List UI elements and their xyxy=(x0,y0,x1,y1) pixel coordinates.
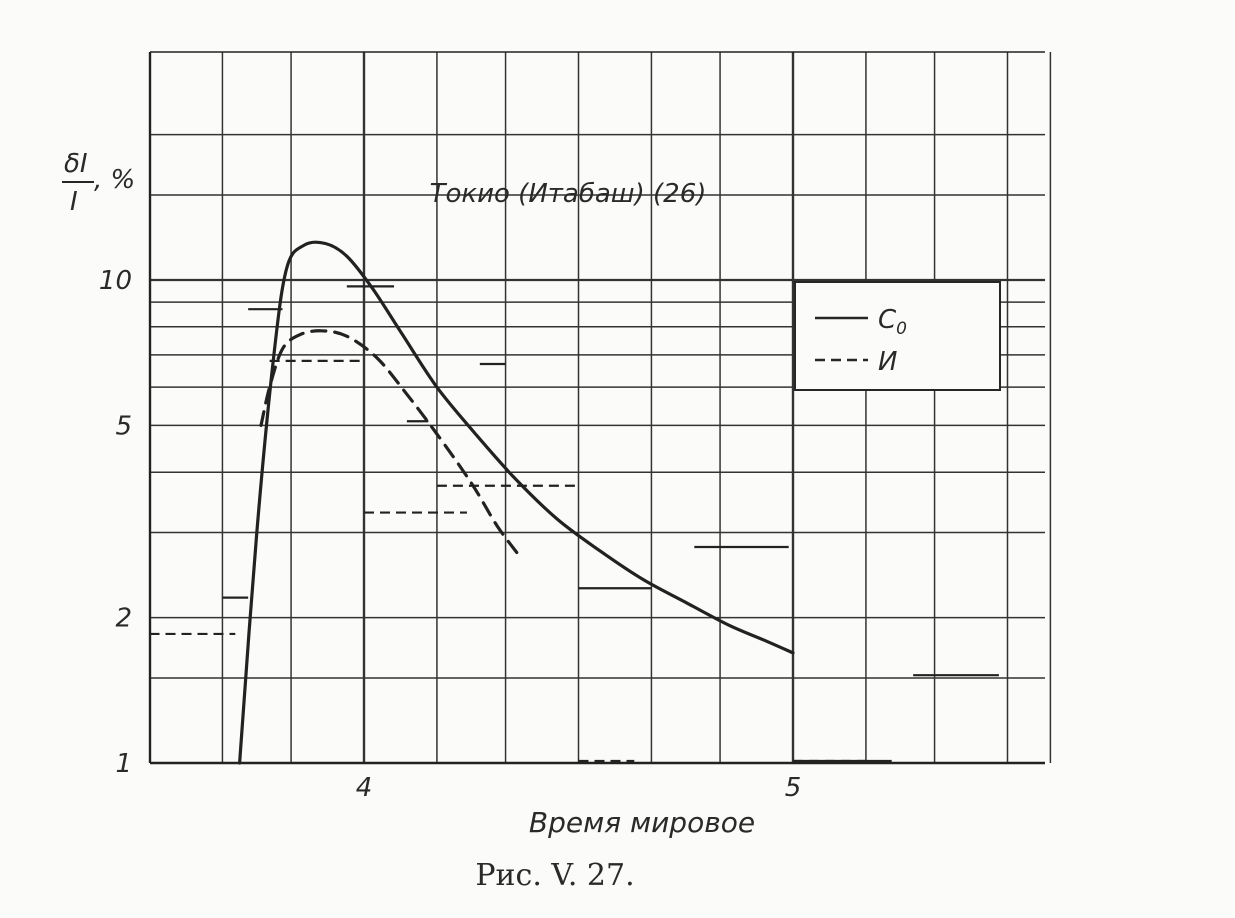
y-tick-label-3: 10 xyxy=(99,266,132,296)
figure-caption: Рис. V. 27. xyxy=(475,858,634,893)
legend-label-i: И xyxy=(878,347,897,377)
legend-box xyxy=(794,281,1001,391)
series-c0-curve xyxy=(238,240,795,765)
y-axis-label-unit: , % xyxy=(94,165,135,195)
series-i-curve xyxy=(259,329,520,557)
legend-label-c0: C0 xyxy=(878,305,907,339)
y-tick-label-2: 5 xyxy=(115,411,132,441)
x-axis-label: Время мировое xyxy=(529,806,755,839)
chart-title: Токио (Итабаш) (26) xyxy=(430,179,707,209)
x-tick-label-1: 5 xyxy=(785,773,802,803)
y-axis-label-top: δI xyxy=(64,149,88,179)
grid xyxy=(148,51,1052,765)
x-tick-label-0: 4 xyxy=(356,773,373,803)
tick-labels: 4 5 1 2 5 10 xyxy=(99,266,801,803)
y-tick-label-0: 1 xyxy=(115,749,132,779)
y-axis-label-bottom: I xyxy=(70,187,78,217)
y-tick-label-1: 2 xyxy=(115,604,132,634)
series-layer xyxy=(149,240,999,765)
